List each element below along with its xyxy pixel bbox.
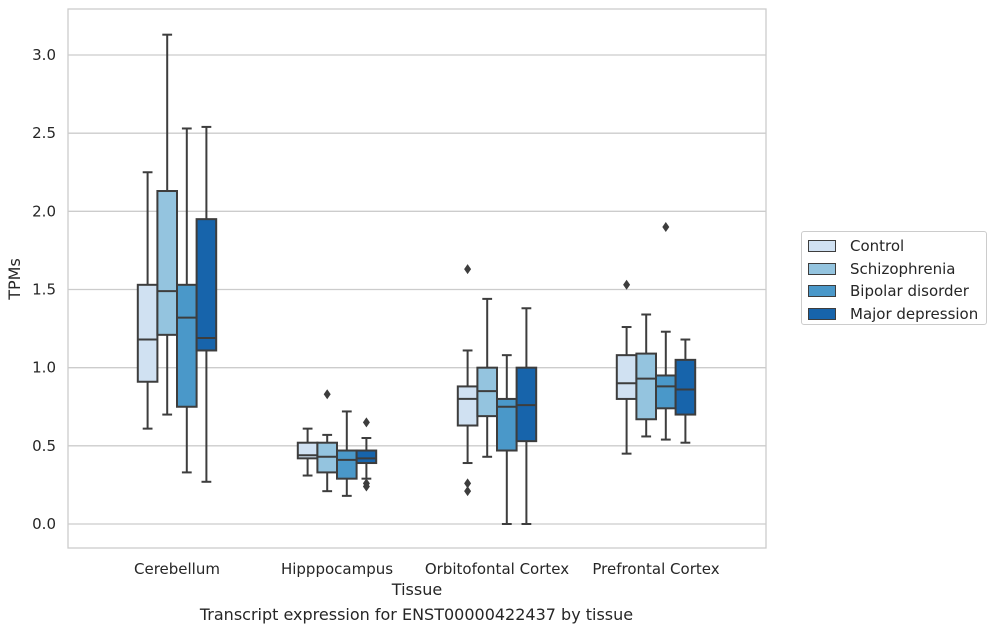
box <box>355 417 378 492</box>
x-tick-label: Orbitofontal Cortex <box>425 560 569 578</box>
legend-item: Schizophrenia <box>808 258 986 281</box>
box-iqr <box>355 449 378 465</box>
legend-swatch <box>808 307 836 320</box>
box-iqr <box>136 283 159 383</box>
x-tick-label: Hipppocampus <box>281 560 393 578</box>
series-control <box>136 171 638 497</box>
box-iqr <box>655 374 677 410</box>
box <box>296 427 319 477</box>
legend-item: Bipolar disorder <box>808 280 986 303</box>
outlier-point <box>362 481 370 492</box>
legend-item: Control <box>808 235 986 258</box>
outlier-point <box>464 264 472 275</box>
box <box>195 125 218 483</box>
box-iqr <box>615 354 638 400</box>
x-tick-label: Cerebellum <box>134 560 220 578</box>
outlier-point <box>362 417 370 428</box>
y-tick-labels: 0.0 0.5 1.0 1.5 2.0 2.5 3.0 <box>32 46 56 533</box>
legend-swatch <box>808 262 836 275</box>
legend: Control Schizophrenia Bipolar disorder Majo… <box>801 231 987 325</box>
y-tick-label: 2.0 <box>32 202 56 220</box>
box-iqr <box>176 283 198 408</box>
box-iqr <box>456 385 479 427</box>
legend-label: Control <box>850 237 905 256</box>
legend-label: Bipolar disorder <box>850 282 969 301</box>
box <box>635 313 658 438</box>
box-iqr <box>635 352 658 421</box>
box <box>336 410 358 497</box>
box <box>316 389 338 493</box>
x-tick-labels: Cerebellum Hipppocampus Orbitofontal Corte… <box>134 560 720 578</box>
plot-frame <box>67 8 767 549</box>
legend-label: Major depression <box>850 304 979 323</box>
box <box>456 264 479 497</box>
y-tick-label: 2.5 <box>32 124 56 142</box>
box-iqr <box>156 190 178 336</box>
x-axis-label: Tissue <box>391 580 442 599</box>
y-tick-label: 3.0 <box>32 46 56 64</box>
y-tick-label: 1.5 <box>32 281 56 299</box>
box <box>615 279 638 455</box>
series-major-depression <box>195 125 697 525</box>
figure-caption: Transcript expression for ENST0000042243… <box>199 605 634 624</box>
box <box>476 297 498 458</box>
box <box>176 127 198 474</box>
box <box>655 221 677 441</box>
legend-label: Schizophrenia <box>850 259 956 278</box>
y-tick-label: 0.0 <box>32 515 56 533</box>
box-iqr <box>336 449 358 480</box>
legend-item: Major depression <box>808 303 986 326</box>
outlier-point <box>623 279 631 290</box>
outlier-point <box>464 478 472 489</box>
box <box>674 338 697 444</box>
outlier-point <box>464 486 472 497</box>
x-tick-label: Prefrontal Cortex <box>592 560 719 578</box>
legend-swatch <box>808 285 836 298</box>
box <box>496 354 518 525</box>
box-iqr <box>674 358 697 416</box>
y-tick-label: 1.0 <box>32 359 56 377</box>
legend-swatch <box>808 240 836 253</box>
box <box>156 33 178 416</box>
series-bipolar-disorder <box>176 127 677 525</box>
box-series-group <box>136 33 697 525</box>
box <box>515 307 538 525</box>
outlier-point <box>662 221 670 232</box>
outlier-point <box>323 389 331 400</box>
y-tick-label: 0.5 <box>32 437 56 455</box>
y-axis-label: TPMs <box>5 258 24 301</box>
box-iqr <box>195 218 218 352</box>
series-schizophrenia <box>156 33 658 493</box>
